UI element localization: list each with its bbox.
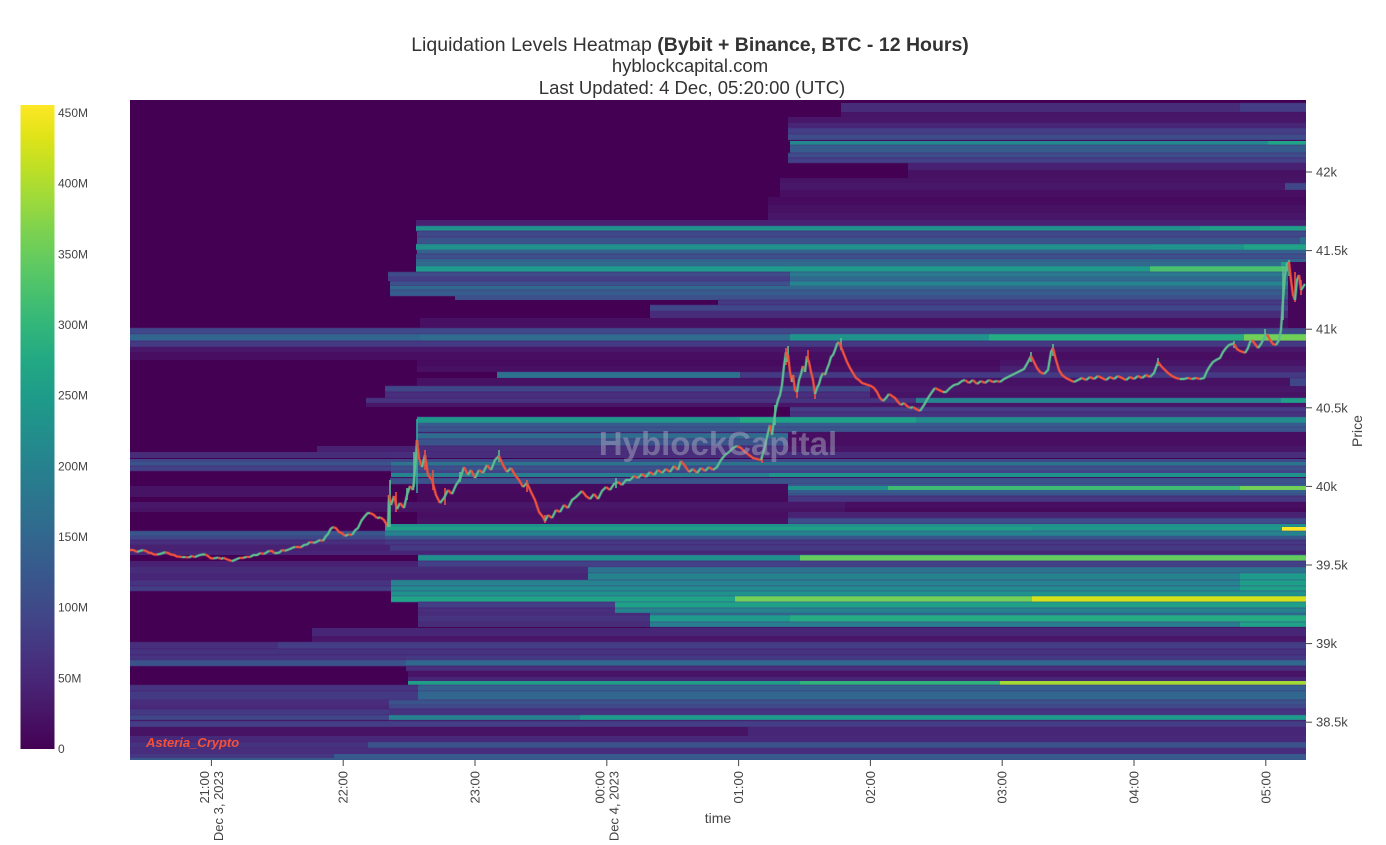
svg-text:200M: 200M: [58, 459, 88, 473]
svg-text:22:00: 22:00: [336, 771, 351, 804]
svg-text:100M: 100M: [58, 601, 88, 615]
svg-text:02:00: 02:00: [863, 771, 878, 804]
svg-text:01:00: 01:00: [731, 771, 746, 804]
svg-text:Dec 3, 2023: Dec 3, 2023: [211, 771, 226, 840]
svg-text:40k: 40k: [1316, 479, 1337, 494]
svg-text:350M: 350M: [58, 247, 88, 261]
svg-text:Liquidation Levels Heatmap (By: Liquidation Levels Heatmap (Bybit + Bina…: [411, 34, 969, 56]
svg-text:23:00: 23:00: [468, 771, 483, 804]
svg-text:Price: Price: [1349, 415, 1365, 447]
svg-text:450M: 450M: [58, 106, 88, 120]
svg-text:40.5k: 40.5k: [1316, 400, 1348, 415]
svg-text:05:00: 05:00: [1258, 771, 1273, 804]
svg-text:38.5k: 38.5k: [1316, 715, 1348, 730]
svg-text:150M: 150M: [58, 530, 88, 544]
svg-text:time: time: [705, 810, 732, 826]
svg-text:50M: 50M: [58, 671, 81, 685]
svg-text:0: 0: [58, 742, 65, 756]
svg-text:Dec 4, 2023: Dec 4, 2023: [606, 771, 621, 840]
svg-text:42k: 42k: [1316, 165, 1337, 180]
svg-text:39k: 39k: [1316, 636, 1337, 651]
svg-text:Last Updated: 4 Dec, 05:20:00: Last Updated: 4 Dec, 05:20:00 (UTC): [539, 77, 845, 98]
svg-text:250M: 250M: [58, 389, 88, 403]
svg-text:41k: 41k: [1316, 322, 1337, 337]
svg-text:04:00: 04:00: [1127, 771, 1142, 804]
svg-text:hyblockcapital.com: hyblockcapital.com: [612, 55, 768, 76]
svg-text:39.5k: 39.5k: [1316, 558, 1348, 573]
svg-text:41.5k: 41.5k: [1316, 243, 1348, 258]
svg-text:Asteria_Crypto: Asteria_Crypto: [145, 735, 239, 750]
svg-text:400M: 400M: [58, 177, 88, 191]
svg-text:00:00: 00:00: [592, 771, 607, 804]
svg-text:HyblockCapital: HyblockCapital: [599, 425, 837, 462]
svg-text:21:00: 21:00: [197, 771, 212, 804]
svg-text:300M: 300M: [58, 318, 88, 332]
svg-text:03:00: 03:00: [995, 771, 1010, 804]
